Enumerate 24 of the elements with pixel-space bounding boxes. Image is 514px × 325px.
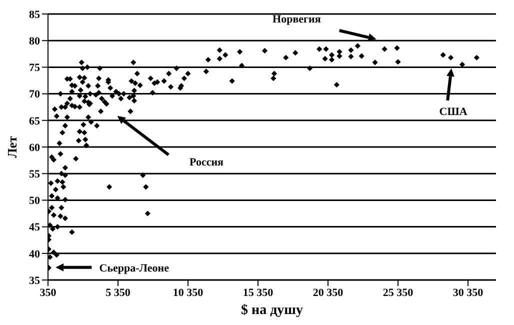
annotation: США	[439, 106, 468, 118]
x-tick-label: 25 350	[382, 286, 414, 299]
y-tick-label: 80	[29, 36, 40, 48]
y-axis-title: Лет	[4, 136, 20, 158]
y-tick-label: 55	[29, 168, 40, 181]
y-tick-label: 65	[29, 115, 40, 128]
x-tick-label: 30 350	[452, 286, 484, 299]
y-tick-label: 75	[29, 62, 40, 74]
y-tick-label: 35	[29, 274, 40, 287]
x-tick-label: 15 350	[242, 286, 274, 299]
y-tick-label: 40	[29, 248, 40, 260]
y-tick-label: 70	[29, 88, 40, 101]
y-tick-label: 60	[29, 142, 40, 154]
x-tick-label: 5 350	[106, 286, 131, 299]
y-tick-label: 45	[29, 222, 40, 234]
x-tick-label: 10 350	[172, 286, 204, 299]
annotation: Россия	[190, 156, 224, 168]
x-tick-label: 20 350	[312, 286, 344, 299]
y-tick-label: 85	[29, 8, 40, 21]
annotation: Норвегия	[272, 14, 321, 26]
x-tick-label: 350	[40, 286, 57, 299]
y-tick-label: 50	[29, 195, 40, 208]
annotation: Сьерра-Леоне	[99, 262, 170, 274]
x-axis-title: $ на душу	[241, 303, 303, 318]
